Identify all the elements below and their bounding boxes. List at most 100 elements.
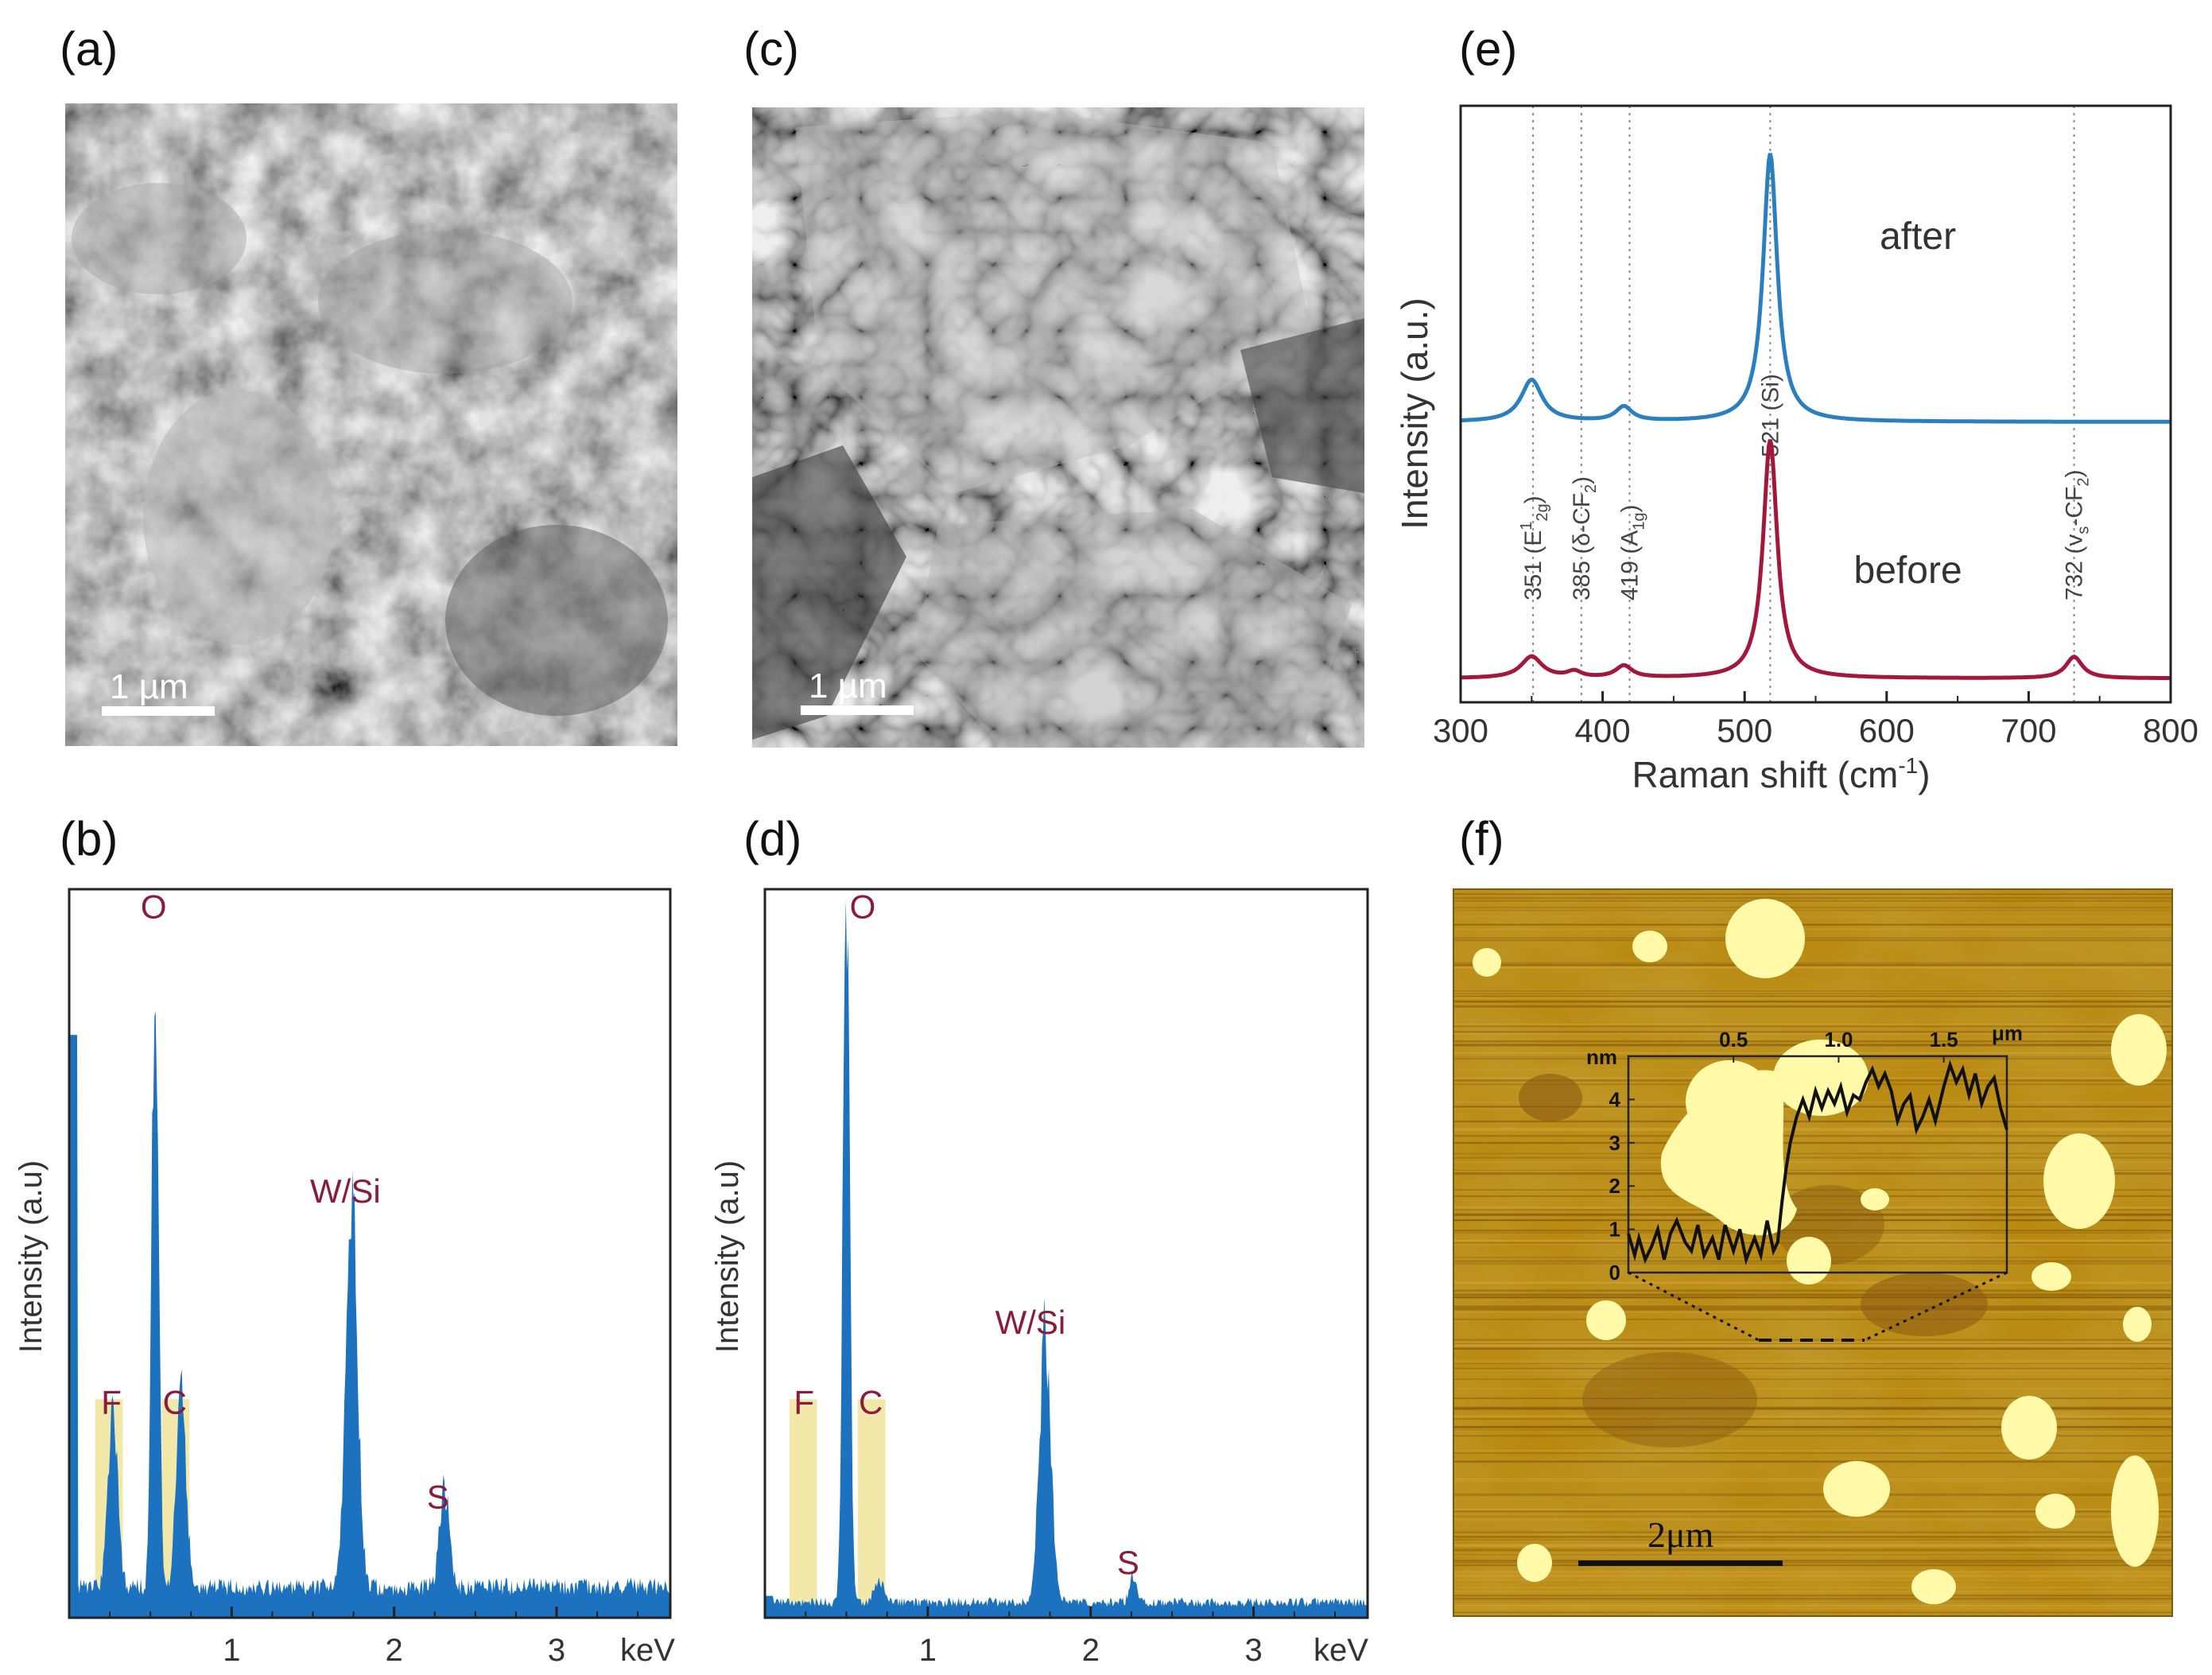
- afm-scan-stripe: [1453, 1595, 2172, 1597]
- afm-scan-stripe: [1453, 1206, 2172, 1209]
- raman-frame: [1459, 104, 2172, 704]
- eds-d-xlabel: keV: [1314, 1633, 1368, 1668]
- afm-scan-stripe: [1453, 1294, 2172, 1296]
- afm-scan-stripe: [1453, 1141, 2172, 1145]
- afm-scan-stripe: [1453, 1343, 2172, 1345]
- afm-scan-stripe: [1453, 1219, 2172, 1222]
- eds-element-label: S: [427, 1479, 449, 1516]
- sem-image-c: [752, 107, 1364, 748]
- raman-peak-label: 351 (E12g): [1518, 496, 1551, 600]
- afm-scan-stripe: [1453, 1554, 2172, 1556]
- afm-scan-stripe: [1453, 1293, 2172, 1296]
- afm-inset-xlabel: μm: [1992, 1021, 2023, 1045]
- afm-scan-stripe: [1453, 1428, 2172, 1431]
- afm-scan-stripe: [1453, 1220, 2172, 1222]
- afm-scan-stripe: [1453, 1142, 2172, 1144]
- eds-d-frame: [763, 888, 1369, 1619]
- afm-scan-stripe: [1453, 1362, 2172, 1364]
- afm-scan-stripe: [1453, 1552, 2172, 1553]
- afm-scan-stripe: [1453, 1493, 2172, 1496]
- afm-scan-stripe: [1453, 1308, 2172, 1310]
- afm-scan-stripe: [1453, 1510, 2172, 1513]
- afm-scan-stripe: [1453, 1156, 2172, 1159]
- afm-scan-stripe: [1453, 1555, 2172, 1556]
- afm-scan-stripe: [1453, 992, 2172, 995]
- afm-scan-stripe: [1453, 1000, 2172, 1003]
- raman-series-label: before: [1854, 550, 1962, 592]
- afm-scan-stripe: [1453, 963, 2172, 966]
- afm-scan-stripe: [1453, 962, 2172, 964]
- x-tick-label: 300: [1433, 712, 1488, 749]
- afm-scan-stripe: [1453, 1549, 2172, 1551]
- afm-scan-stripe: [1453, 1564, 2172, 1567]
- afm-scan-stripe: [1453, 966, 2172, 969]
- eds-element-label: W/Si: [310, 1172, 381, 1210]
- afm-scan-stripe: [1453, 1195, 2172, 1198]
- afm-scan-stripe: [1453, 906, 2172, 908]
- x-tick-label: 1.0: [1824, 1028, 1853, 1051]
- afm-scan-stripe: [1453, 1121, 2172, 1123]
- afm-scan-stripe: [1453, 1562, 2172, 1565]
- afm-scan-stripe: [1453, 1189, 2172, 1191]
- afm-profile-line: [1627, 1059, 2008, 1265]
- eds-highlight-band: [857, 1399, 886, 1618]
- x-tick-label: 3: [548, 1633, 565, 1668]
- afm-scan-stripe: [1453, 1005, 2172, 1008]
- afm-scan-stripe: [1453, 1161, 2172, 1163]
- afm-scan-stripe: [1453, 1001, 2172, 1003]
- afm-scan-stripe: [1453, 915, 2172, 917]
- afm-scan-stripe: [1453, 1591, 2172, 1593]
- afm-scan-stripe: [1453, 1545, 2172, 1547]
- afm-scan-stripe: [1453, 1450, 2172, 1452]
- afm-scan-stripe: [1453, 1128, 2172, 1131]
- afm-scan-stripe: [1453, 1560, 2172, 1562]
- eds-spectrum-b: [69, 1011, 670, 1618]
- raman-xlabel: Raman shift (cm-1): [1632, 753, 1930, 795]
- panel-label-e: (e): [1459, 22, 1517, 76]
- afm-scan-stripe: [1453, 993, 2172, 994]
- eds-chart-d: 1 2 3 O W/Si F C S Intensity (a.u) keV: [710, 888, 1369, 1668]
- x-tick-label: 1.5: [1930, 1028, 1958, 1051]
- afm-scan-stripe: [1453, 1213, 2172, 1216]
- afm-scan-stripe: [1453, 1579, 2172, 1581]
- afm-scan-stripe: [1453, 1346, 2172, 1347]
- eds-spectrum-d: [765, 900, 1368, 1618]
- afm-scan-stripe: [1453, 900, 2172, 902]
- afm-scan-stripe: [1453, 909, 2172, 911]
- afm-scan-stripe: [1453, 1214, 2172, 1216]
- afm-scan-stripe: [1453, 1415, 2172, 1417]
- afm-scan-stripe: [1453, 893, 2172, 896]
- raman-peak-label: 419 (A1g): [1617, 504, 1648, 600]
- y-tick-label: 1: [1609, 1218, 1620, 1242]
- afm-scan-stripe: [1453, 1127, 2172, 1129]
- afm-scan-stripe: [1453, 1574, 2172, 1576]
- afm-scan-stripe: [1453, 1120, 2172, 1122]
- eds-d-ylabel: Intensity (a.u): [710, 1160, 745, 1353]
- afm-scan-stripe: [1453, 937, 2172, 939]
- eds-b-xlabel: keV: [620, 1633, 675, 1668]
- afm-scan-stripe: [1453, 896, 2172, 900]
- eds-element-label: W/Si: [995, 1304, 1066, 1341]
- afm-scan-stripe: [1453, 1480, 2172, 1482]
- eds-element-label: O: [850, 888, 876, 926]
- afm-scan-stripe: [1453, 1367, 2172, 1370]
- afm-inset-connector-left: [1628, 1271, 1760, 1342]
- afm-scan-stripe: [1453, 1597, 2172, 1599]
- afm-scan-stripe: [1453, 1378, 2172, 1380]
- afm-scan-stripe: [1453, 893, 2172, 895]
- x-tick-label: 1: [223, 1633, 240, 1668]
- x-tick-label: 3: [1244, 1633, 1262, 1668]
- panel-label-d: (d): [743, 812, 801, 865]
- x-tick-label: 2: [1082, 1633, 1100, 1668]
- eds-element-label: F: [794, 1384, 814, 1421]
- afm-scan-stripe: [1453, 1232, 2172, 1234]
- x-tick-label: 800: [2143, 712, 2198, 749]
- sem-image-a: [65, 103, 677, 746]
- afm-scan-stripe: [1453, 1452, 2172, 1454]
- afm-scan-stripe: [1453, 995, 2172, 997]
- y-tick-label: 0: [1609, 1261, 1620, 1284]
- afm-scan-stripe: [1453, 1418, 2172, 1420]
- afm-scan-stripe: [1453, 1571, 2172, 1573]
- afm-scan-stripe: [1453, 1296, 2172, 1299]
- x-tick-label: 700: [2001, 712, 2056, 749]
